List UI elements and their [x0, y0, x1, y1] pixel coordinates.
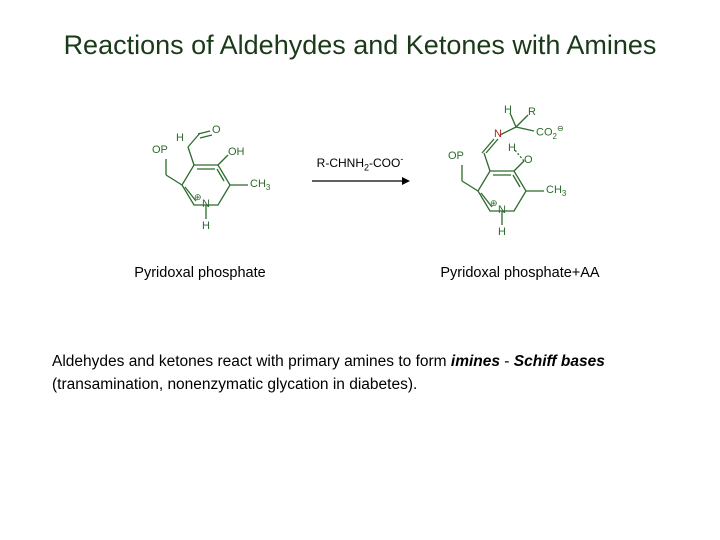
desc-imines: imines	[451, 353, 500, 370]
label-right-structure: Pyridoxal phosphate+AA	[420, 265, 620, 281]
molecule-svg-right	[428, 101, 588, 241]
molecule-svg-left	[132, 101, 292, 241]
reaction-arrow-block: R-CHNH2-COO-	[300, 154, 420, 188]
structure-labels-row: Pyridoxal phosphate Pyridoxal phosphate+…	[48, 265, 672, 281]
label-left-structure: Pyridoxal phosphate	[100, 265, 300, 281]
reaction-arrow-icon	[310, 174, 410, 188]
slide-container: Reactions of Aldehydes and Ketones with …	[0, 0, 720, 540]
reaction-scheme: OP H O OH CH3 N ⊕ H R-CHNH2-COO-	[48, 101, 672, 241]
structure-pyridoxal-phosphate: OP H O OH CH3 N ⊕ H	[132, 101, 292, 241]
desc-dash: -	[500, 353, 514, 370]
desc-part2: (transamination, nonenzymatic glycation …	[52, 376, 417, 393]
description-text: Aldehydes and ketones react with primary…	[48, 351, 672, 396]
slide-title: Reactions of Aldehydes and Ketones with …	[48, 28, 672, 63]
structure-pyridoxal-phosphate-aa: OP N H R CO2⊖ H O CH3 N ⊕ H	[428, 101, 588, 241]
desc-part1: Aldehydes and ketones react with primary…	[52, 353, 451, 370]
reagent-label: R-CHNH2-COO-	[317, 154, 404, 172]
desc-schiff: Schiff bases	[514, 353, 605, 370]
